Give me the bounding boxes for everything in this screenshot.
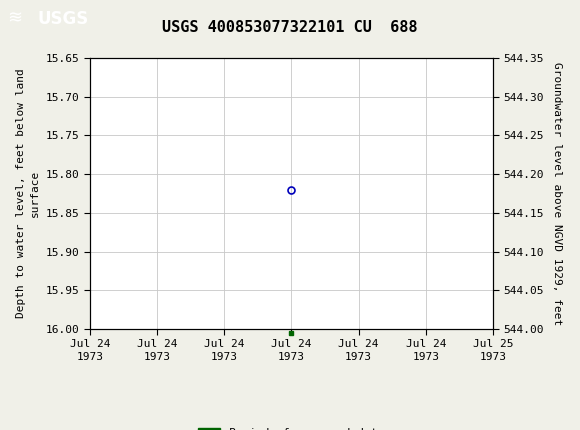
Text: ≋: ≋	[8, 9, 23, 28]
Y-axis label: Groundwater level above NGVD 1929, feet: Groundwater level above NGVD 1929, feet	[552, 62, 562, 325]
Text: USGS: USGS	[38, 9, 89, 28]
Y-axis label: Depth to water level, feet below land
surface: Depth to water level, feet below land su…	[16, 69, 40, 318]
Text: USGS 400853077322101 CU  688: USGS 400853077322101 CU 688	[162, 21, 418, 35]
Legend: Period of approved data: Period of approved data	[194, 424, 389, 430]
